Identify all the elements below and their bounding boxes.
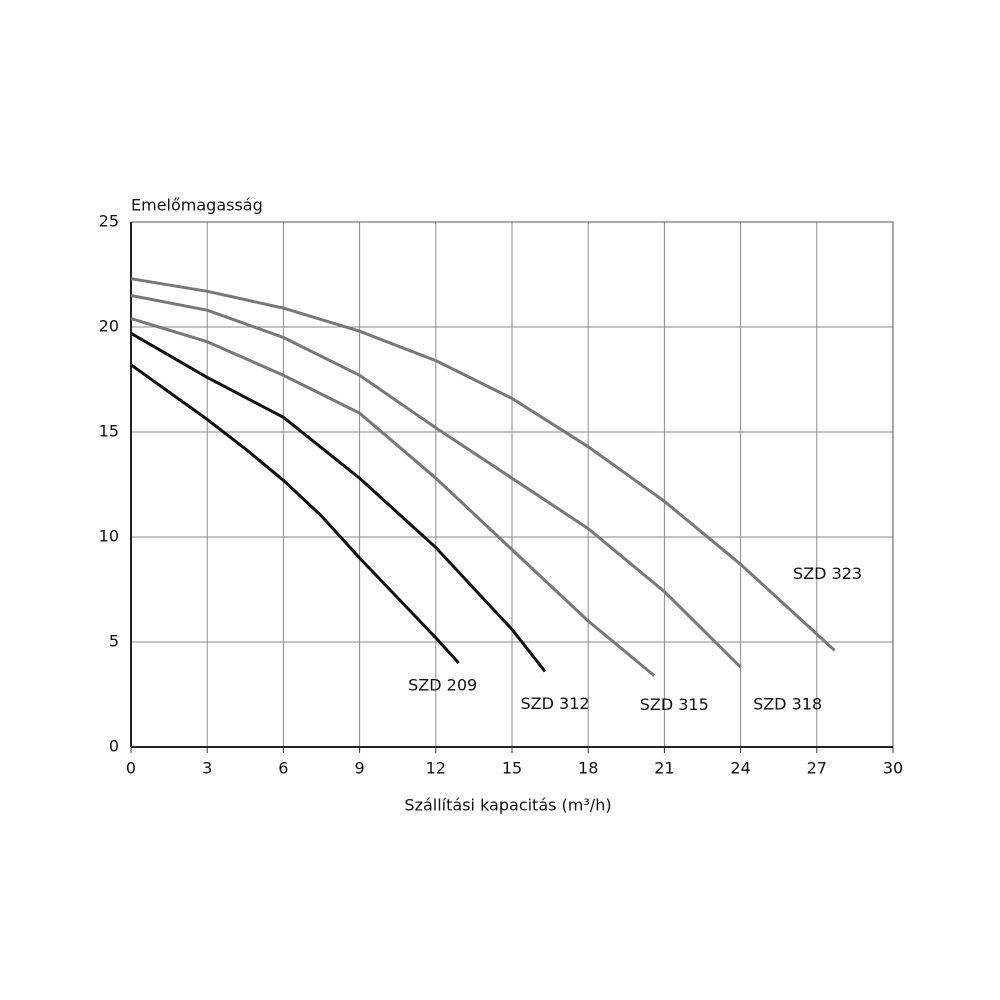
series-label: SZD 209 bbox=[408, 676, 477, 695]
y-tick-label: 20 bbox=[99, 317, 119, 336]
y-tick-label: 15 bbox=[99, 422, 119, 441]
x-tick-label: 15 bbox=[502, 759, 522, 778]
y-tick-label: 10 bbox=[99, 527, 119, 546]
x-tick-label: 18 bbox=[578, 759, 598, 778]
y-tick-label: 0 bbox=[109, 737, 119, 756]
y-tick-label: 25 bbox=[99, 212, 119, 231]
x-tick-label: 30 bbox=[883, 759, 903, 778]
series-line bbox=[130, 317, 656, 677]
series-line bbox=[130, 277, 836, 652]
x-tick-label: 21 bbox=[654, 759, 674, 778]
x-tick-label: 3 bbox=[202, 759, 212, 778]
x-tick-label: 0 bbox=[126, 759, 136, 778]
y-tick-label: 5 bbox=[109, 632, 119, 651]
x-tick-label: 27 bbox=[807, 759, 827, 778]
x-tick-label: 9 bbox=[355, 759, 365, 778]
x-tick-label: 24 bbox=[730, 759, 750, 778]
series-line bbox=[130, 294, 742, 669]
y-axis-label: Emelőmagasság bbox=[131, 196, 263, 215]
x-tick-label: 12 bbox=[426, 759, 446, 778]
series-label: SZD 318 bbox=[753, 695, 822, 714]
series-label: SZD 315 bbox=[640, 695, 709, 714]
series-line bbox=[130, 332, 547, 673]
x-tick-label: 6 bbox=[278, 759, 288, 778]
series-label: SZD 323 bbox=[793, 564, 862, 583]
series-line bbox=[130, 363, 460, 665]
series-label: SZD 312 bbox=[520, 694, 589, 713]
x-axis-label: Szállítási kapacitás (m³/h) bbox=[404, 796, 611, 815]
